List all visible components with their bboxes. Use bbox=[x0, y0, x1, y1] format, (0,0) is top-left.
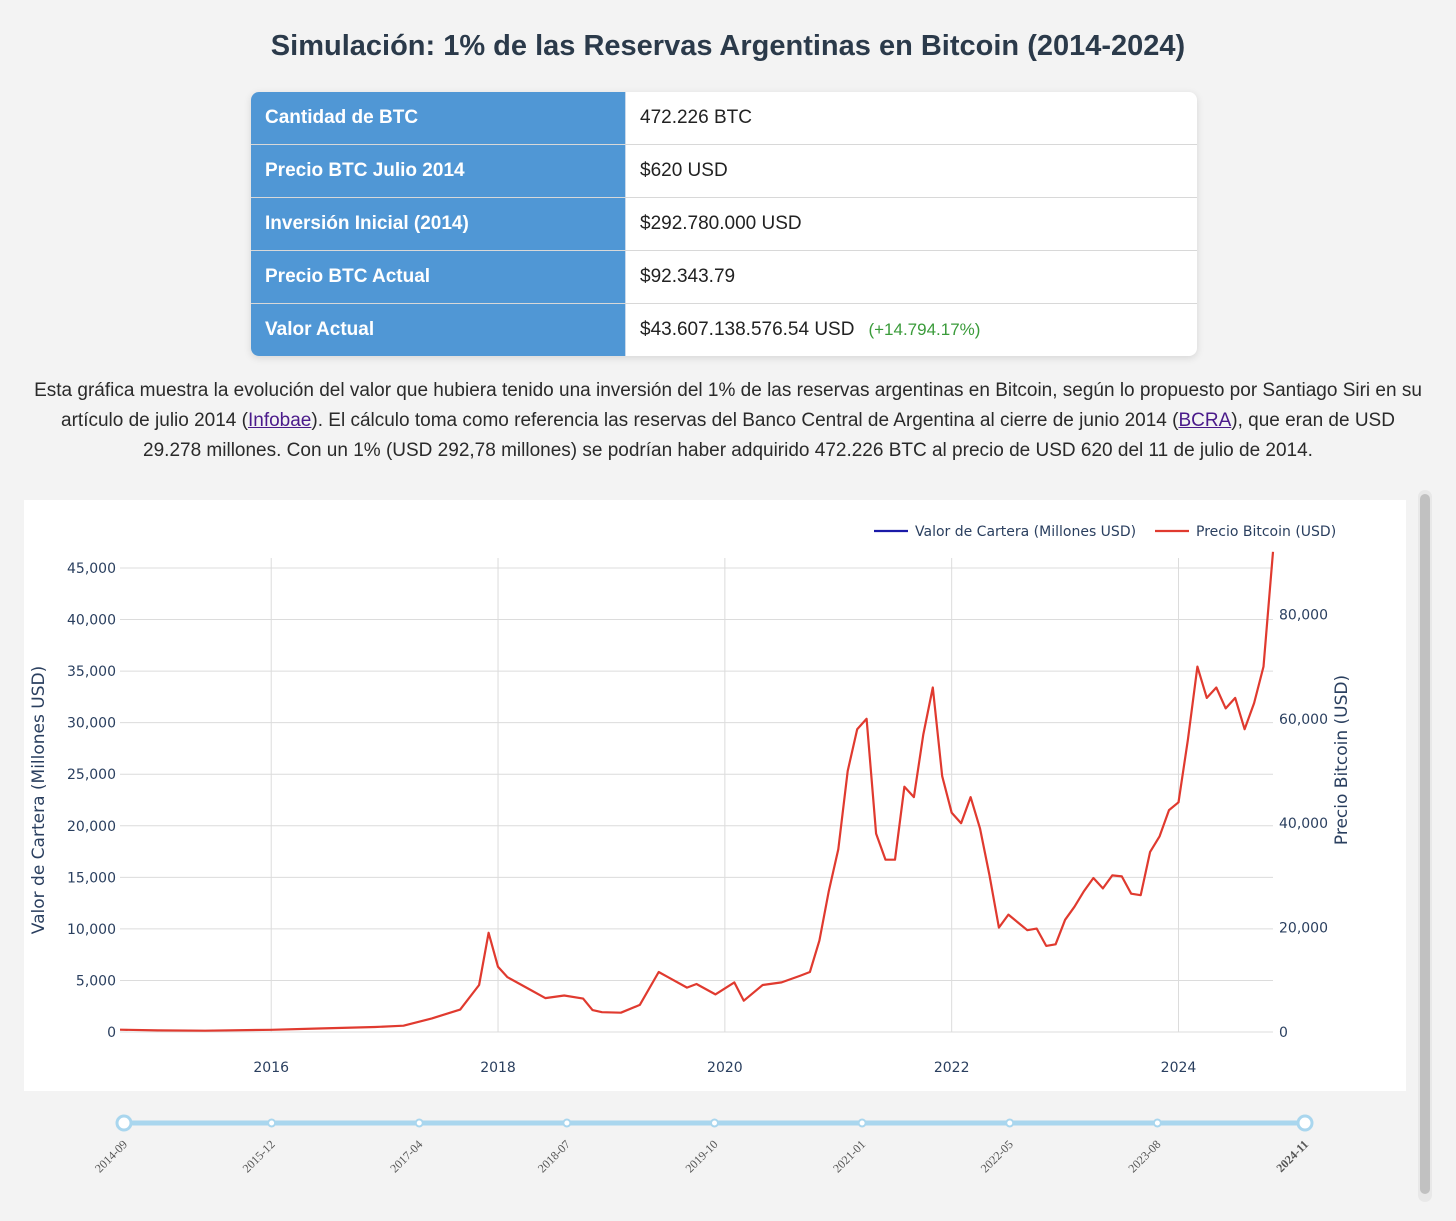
chart-svg[interactable]: 0 5,000 10,000 15,000 20,000 25,000 30,000 35,0… bbox=[24, 500, 1406, 1091]
slider-label: 2023-08 bbox=[1125, 1137, 1163, 1175]
chart-container[interactable]: 0 5,000 10,000 15,000 20,000 25,000 30,000 35,0… bbox=[24, 500, 1406, 1091]
summary-table: Cantidad de BTC 472.226 BTC Precio BTC J… bbox=[251, 92, 1197, 356]
summary-label: Cantidad de BTC bbox=[251, 92, 626, 144]
infobae-link[interactable]: Infobae bbox=[247, 410, 312, 431]
y-left-tick-label: 45,000 bbox=[67, 561, 116, 577]
summary-row-btc-price-current: Precio BTC Actual $92.343.79 bbox=[251, 251, 1197, 304]
summary-value: $292.780.000 USD bbox=[640, 213, 802, 234]
x-tick-label: 2022 bbox=[934, 1060, 970, 1076]
summary-value: $620 USD bbox=[640, 160, 728, 181]
y-left-tick-label: 5,000 bbox=[76, 973, 116, 989]
summary-label: Inversión Inicial (2014) bbox=[251, 198, 626, 250]
summary-value-cell: $43.607.138.576.54 USD (+14.794.17%) bbox=[626, 304, 1197, 356]
summary-row-current-value: Valor Actual $43.607.138.576.54 USD (+14.… bbox=[251, 304, 1197, 356]
slider-tick bbox=[267, 1118, 277, 1128]
x-tick-label: 2018 bbox=[480, 1060, 516, 1076]
x-tick-label: 2024 bbox=[1161, 1060, 1197, 1076]
series-line-bitcoin bbox=[119, 551, 1275, 1032]
slider-tick bbox=[414, 1118, 424, 1128]
legend-label: Precio Bitcoin (USD) bbox=[1196, 524, 1336, 540]
y-right-tick-label: 0 bbox=[1279, 1025, 1288, 1041]
slider-tick bbox=[857, 1118, 867, 1128]
y-left-tick-label: 10,000 bbox=[67, 922, 116, 938]
y-right-tick-label: 60,000 bbox=[1279, 712, 1328, 728]
y-left-tick-label: 40,000 bbox=[67, 613, 116, 629]
description-text: ). El cálculo toma como referencia las r… bbox=[311, 410, 1179, 431]
x-tick-label: 2020 bbox=[707, 1060, 743, 1076]
page-title: Simulación: 1% de las Reservas Argentina… bbox=[270, 30, 1186, 62]
slider-tick bbox=[710, 1118, 719, 1128]
summary-label: Valor Actual bbox=[251, 304, 626, 356]
summary-row-btc-amount: Cantidad de BTC 472.226 BTC bbox=[251, 92, 1197, 145]
slider-label: 2021-01 bbox=[830, 1137, 868, 1175]
slider-label: 2024-11 bbox=[1273, 1137, 1311, 1175]
summary-row-initial-investment: Inversión Inicial (2014) $292.780.000 US… bbox=[251, 198, 1197, 251]
slider-label: 2015-12 bbox=[240, 1137, 278, 1175]
y-right-tick-label: 20,000 bbox=[1279, 921, 1328, 937]
slider-tick bbox=[562, 1118, 572, 1128]
slider-tick bbox=[1005, 1118, 1015, 1128]
description: Esta gráfica muestra la evolución del va… bbox=[30, 376, 1426, 466]
scrollbar-thumb[interactable] bbox=[1420, 494, 1430, 1194]
legend-label: Valor de Cartera (Millones USD) bbox=[915, 524, 1136, 540]
change-percentage: (+14.794.17%) bbox=[868, 320, 981, 339]
x-tick-label: 2016 bbox=[253, 1060, 289, 1076]
slider-label: 2014-09 bbox=[92, 1137, 130, 1175]
y-left-tick-label: 30,000 bbox=[67, 716, 116, 732]
summary-label: Precio BTC Actual bbox=[251, 251, 626, 303]
summary-value: 472.226 BTC bbox=[640, 107, 752, 128]
slider-tick bbox=[1152, 1118, 1162, 1128]
y-right-axis-title: Precio Bitcoin (USD) bbox=[1332, 675, 1352, 845]
slider-handle[interactable] bbox=[115, 1114, 133, 1132]
y-left-tick-label: 25,000 bbox=[67, 767, 116, 783]
summary-value: $92.343.79 bbox=[640, 266, 736, 287]
range-slider[interactable]: 2014-09 2015-12 2017-04 2018-07 2019-10 2021-… bbox=[0, 1100, 1410, 1180]
slider-label: 2017-04 bbox=[387, 1137, 425, 1175]
slider-handle[interactable] bbox=[1296, 1114, 1314, 1132]
y-right-tick-label: 40,000 bbox=[1279, 816, 1328, 832]
y-left-tick-label: 35,000 bbox=[67, 664, 116, 680]
summary-value: $43.607.138.576.54 USD bbox=[640, 319, 855, 340]
scrollbar[interactable] bbox=[1418, 490, 1432, 1202]
description-text: Esta gráfica muestra la evolución del va… bbox=[34, 380, 1422, 431]
slider-label: 2018-07 bbox=[535, 1137, 573, 1175]
summary-label: Precio BTC Julio 2014 bbox=[251, 145, 626, 197]
y-left-tick-label: 20,000 bbox=[67, 819, 116, 835]
y-left-tick-label: 15,000 bbox=[67, 870, 116, 886]
slider-label: 2022-05 bbox=[978, 1137, 1016, 1175]
y-left-axis-title: Valor de Cartera (Millones USD) bbox=[29, 666, 49, 934]
y-left-tick-label: 0 bbox=[107, 1025, 116, 1041]
summary-row-btc-price-2014: Precio BTC Julio 2014 $620 USD bbox=[251, 145, 1197, 198]
slider-label: 2019-10 bbox=[682, 1137, 720, 1175]
description-text: ), que eran de USD 29.278 millones. Con … bbox=[143, 410, 1395, 461]
bcra-link[interactable]: BCRA bbox=[1178, 410, 1232, 431]
y-right-tick-label: 80,000 bbox=[1279, 607, 1328, 623]
